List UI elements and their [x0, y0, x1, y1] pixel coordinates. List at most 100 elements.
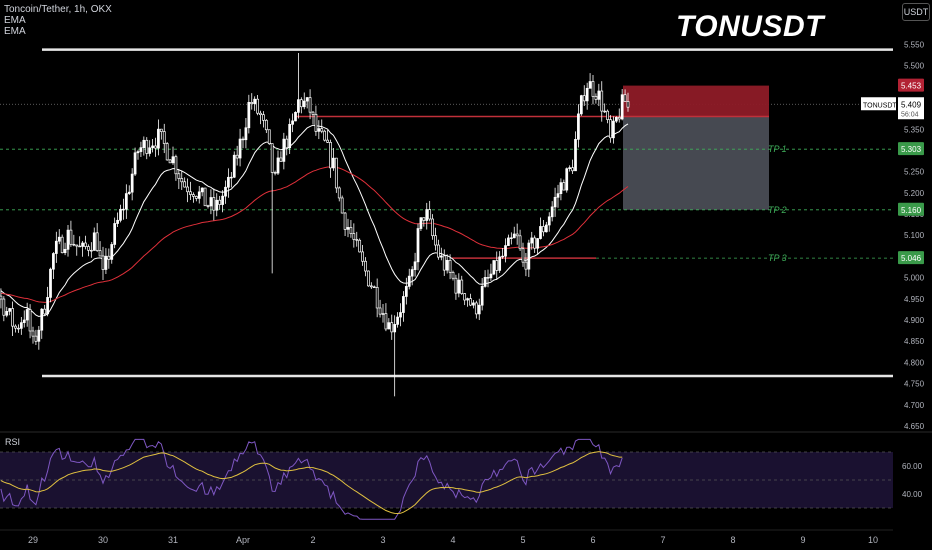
- ema-indicator-1[interactable]: EMA: [4, 15, 26, 26]
- candle-body: [288, 123, 292, 149]
- candle-body: [46, 297, 49, 315]
- candle-body: [139, 147, 143, 152]
- time-tick-label: 6: [590, 535, 595, 545]
- candle-body: [402, 296, 405, 313]
- currency-button[interactable]: USDT: [902, 3, 930, 21]
- candle-body: [454, 277, 458, 294]
- candle-body: [122, 208, 125, 211]
- candle-body: [136, 151, 140, 154]
- candle-body: [17, 327, 20, 330]
- candle-body: [200, 187, 204, 193]
- candle-body: [518, 235, 522, 250]
- candle-body: [145, 139, 149, 154]
- candle-body: [428, 209, 432, 220]
- candle-body: [329, 142, 332, 169]
- candle-body: [483, 277, 487, 287]
- candle-body: [425, 209, 429, 221]
- candle-body: [276, 157, 280, 174]
- candle-body: [273, 172, 277, 174]
- candle-body: [393, 324, 397, 333]
- candle-body: [326, 139, 329, 143]
- candle-body: [165, 143, 169, 161]
- candle-body: [527, 242, 531, 270]
- rsi-ma-line: [0, 451, 623, 515]
- price-tick-label: 5.100: [904, 231, 925, 240]
- candle-body: [530, 237, 534, 244]
- candle-body: [571, 167, 574, 172]
- candle-body: [43, 308, 47, 315]
- candle-body: [63, 248, 67, 254]
- candle-body: [349, 227, 353, 234]
- tp3-tag-box: [898, 251, 924, 265]
- candle-body: [550, 206, 554, 218]
- candle-body: [556, 193, 560, 198]
- price-tick-label: 4.750: [904, 380, 925, 389]
- candle-body: [591, 81, 595, 97]
- rsi-pane: 60.00 40.00: [0, 438, 923, 520]
- short-position-tool: TP 1 TP 2 TP 3: [0, 85, 893, 263]
- candle-body: [57, 236, 61, 242]
- ema-fast-line: [0, 123, 629, 318]
- price-tick-label: 5.550: [904, 40, 925, 49]
- candle-body: [448, 259, 452, 273]
- candle-body: [279, 157, 283, 162]
- candle-body: [159, 128, 163, 132]
- candle-body: [369, 285, 373, 288]
- candle-body: [183, 181, 187, 188]
- price-tick-label: 5.000: [904, 274, 925, 283]
- candle-body: [524, 261, 528, 270]
- candle-body: [612, 120, 615, 139]
- candle-body: [568, 167, 572, 170]
- stop-loss-zone: [623, 85, 769, 117]
- candle-body: [469, 298, 472, 306]
- time-tick-label: 4: [450, 535, 455, 545]
- price-tick-label: 4.650: [904, 422, 925, 431]
- candle-body: [174, 156, 178, 175]
- candle-body: [396, 316, 399, 325]
- ema-indicator-2[interactable]: EMA: [4, 26, 26, 37]
- candle-body: [89, 249, 93, 252]
- candle-body: [495, 260, 499, 271]
- candle-body: [358, 239, 362, 253]
- last-price-box: [898, 97, 924, 120]
- candle-body: [154, 145, 157, 149]
- time-tick-label: 2: [310, 535, 315, 545]
- candle-body: [375, 287, 379, 309]
- candle-body: [194, 196, 198, 199]
- candle-body: [297, 99, 300, 113]
- candle-body: [14, 325, 17, 329]
- symbol-badge-text: TONUSDT: [863, 102, 897, 109]
- stop-tag-box: [898, 78, 924, 92]
- price-tick-label: 4.800: [904, 358, 925, 367]
- candle-body: [238, 138, 242, 159]
- candle-body: [539, 226, 542, 239]
- candle-body: [72, 243, 76, 246]
- candle-body: [407, 275, 411, 287]
- candle-body: [533, 237, 537, 249]
- time-axis: 29 30 31 Apr 2 3 4 5 6 7 8 9 10: [0, 529, 893, 545]
- candle-body: [49, 268, 52, 298]
- candle-body: [486, 277, 490, 279]
- candle-body: [419, 217, 423, 229]
- candle-body: [270, 143, 274, 173]
- candle-body: [124, 193, 128, 210]
- rsi-label[interactable]: RSI: [5, 437, 21, 447]
- candle-body: [565, 168, 569, 191]
- tp2-tag-box: [898, 202, 924, 216]
- candle-body: [603, 110, 607, 113]
- candle-body: [588, 81, 592, 89]
- candle-body: [241, 138, 245, 141]
- candle-body: [0, 295, 3, 300]
- candle-body: [378, 307, 382, 315]
- candle-body: [11, 308, 14, 327]
- price-tick-label: 5.250: [904, 168, 925, 177]
- candle-body: [113, 223, 117, 245]
- candle-body: [209, 197, 213, 207]
- candle-body: [197, 191, 201, 199]
- candle-body: [232, 154, 236, 178]
- candle-body: [509, 237, 513, 239]
- candle-body: [218, 199, 222, 205]
- symbol-line[interactable]: Toncoin/Tether, 1h, OKX: [4, 4, 112, 15]
- candle-body: [148, 147, 152, 154]
